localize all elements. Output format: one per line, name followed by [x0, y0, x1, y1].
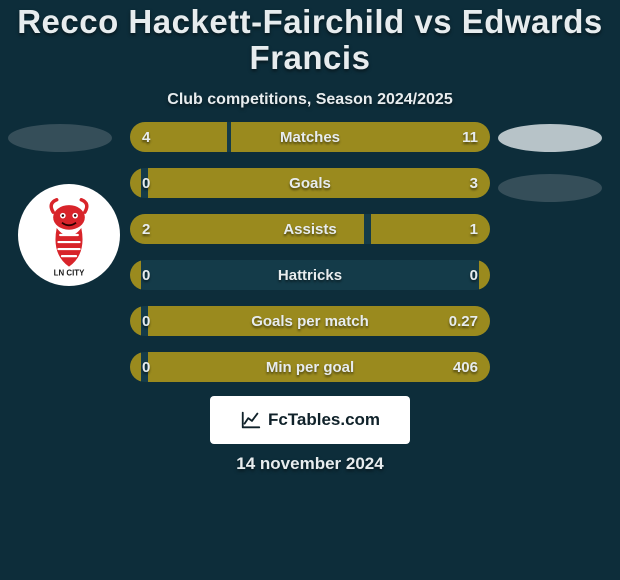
footer-date: 14 november 2024	[0, 454, 620, 474]
svg-text:LN CITY: LN CITY	[54, 268, 85, 277]
comparison-infographic: Recco Hackett-Fairchild vs Edwards Franc…	[0, 0, 620, 580]
stat-row: 0406Min per goal	[130, 352, 490, 382]
stat-row: 00.27Goals per match	[130, 306, 490, 336]
stat-row: 21Assists	[130, 214, 490, 244]
stat-label: Goals	[130, 168, 490, 198]
stat-row: 03Goals	[130, 168, 490, 198]
club-crest-icon: LN CITY	[25, 191, 113, 279]
stat-row: 00Hattricks	[130, 260, 490, 290]
stat-label: Goals per match	[130, 306, 490, 336]
stat-row: 411Matches	[130, 122, 490, 152]
chart-line-icon	[240, 409, 262, 431]
stat-label: Min per goal	[130, 352, 490, 382]
page-title: Recco Hackett-Fairchild vs Edwards Franc…	[0, 0, 620, 77]
comparison-bars: 411Matches 03Goals 21Assists 00Hattricks 00.…	[130, 122, 490, 398]
stat-label: Matches	[130, 122, 490, 152]
right-player-ellipse-top	[498, 124, 602, 152]
source-badge-text: FcTables.com	[268, 410, 380, 430]
left-club-logo: LN CITY	[18, 184, 120, 286]
source-badge: FcTables.com	[210, 396, 410, 444]
left-player-ellipse	[8, 124, 112, 152]
right-player-ellipse-bottom	[498, 174, 602, 202]
stat-label: Assists	[130, 214, 490, 244]
page-subtitle: Club competitions, Season 2024/2025	[0, 91, 620, 109]
stat-label: Hattricks	[130, 260, 490, 290]
